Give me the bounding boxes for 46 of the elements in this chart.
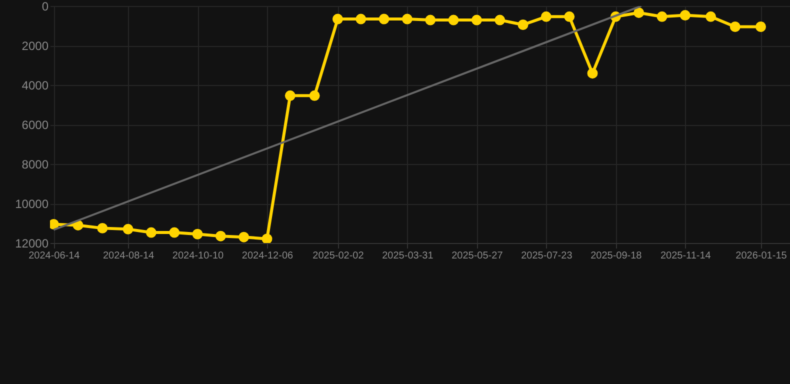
point — [402, 14, 412, 24]
y-tick-label: 12000 — [15, 236, 49, 250]
point — [356, 14, 366, 24]
point — [540, 11, 552, 22]
point — [378, 14, 390, 24]
point — [215, 230, 226, 242]
x-tick-label: 2026-01-15 — [736, 250, 788, 262]
point — [494, 14, 506, 26]
point — [706, 11, 716, 22]
point — [755, 22, 766, 32]
x-tick-label: 2025-07-23 — [521, 250, 573, 262]
y-tick-label: 2000 — [22, 39, 49, 53]
y-tick-label: 8000 — [22, 158, 49, 172]
point — [656, 11, 668, 22]
x-tick-label: 2025-03-31 — [382, 250, 434, 262]
point — [730, 22, 740, 32]
point — [122, 224, 134, 234]
point — [284, 90, 296, 101]
point — [332, 14, 343, 24]
x-tick-label: 2025-09-18 — [590, 250, 642, 262]
x-tick-label: 2025-11-14 — [660, 250, 712, 262]
point — [680, 10, 690, 21]
point — [564, 11, 575, 22]
x-tick-label: 2024-12-06 — [242, 250, 294, 262]
point — [146, 227, 156, 238]
point — [262, 234, 272, 243]
point — [587, 68, 598, 79]
x-tick-label: 2024-10-10 — [172, 250, 224, 262]
x-tick-label: 2025-02-02 — [312, 250, 364, 262]
y-tick-label: 4000 — [22, 78, 49, 92]
point — [448, 14, 459, 26]
y-tick-label: 6000 — [22, 118, 49, 132]
y-tick-label: 0 — [42, 0, 49, 14]
point — [518, 20, 528, 30]
point — [238, 232, 250, 242]
point — [97, 222, 108, 234]
point — [309, 90, 320, 101]
point — [634, 7, 644, 18]
point — [471, 14, 482, 26]
point — [169, 227, 180, 238]
x-tick-label: 2024-08-14 — [102, 250, 155, 262]
point — [425, 14, 436, 26]
x-tick-label: 2024-06-14 — [28, 250, 80, 262]
y-tick-label: 10000 — [15, 197, 49, 211]
x-tick-label: 2025-05-27 — [452, 250, 504, 262]
point — [192, 228, 203, 240]
